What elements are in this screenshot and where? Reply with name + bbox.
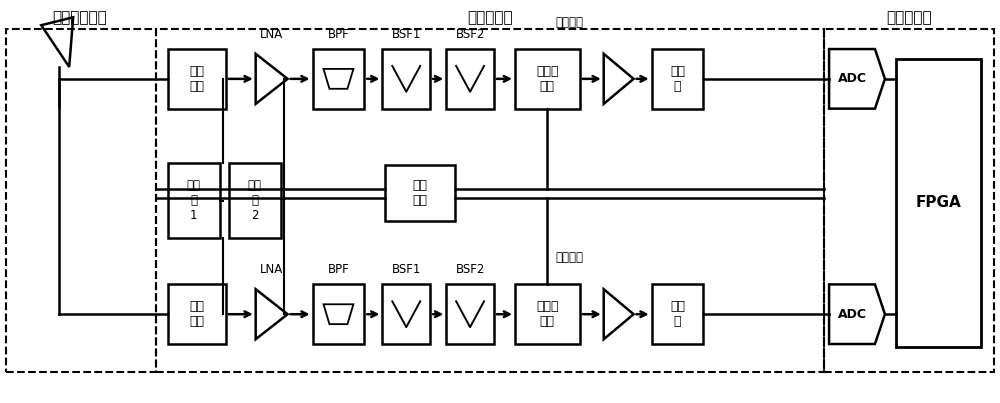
Bar [313, 285, 364, 344]
Bar [385, 165, 455, 221]
Polygon shape [829, 49, 885, 109]
Bar [6, 29, 156, 372]
Polygon shape [256, 54, 288, 104]
Text: 二级放大: 二级放大 [556, 16, 584, 29]
Text: BPF: BPF [328, 263, 349, 276]
Text: 二级放大: 二级放大 [556, 251, 584, 264]
Bar [652, 285, 703, 344]
Text: 噪声
源
1: 噪声 源 1 [187, 179, 201, 222]
Text: 限幅
器: 限幅 器 [670, 300, 685, 328]
Text: 噪声
源
2: 噪声 源 2 [248, 179, 262, 222]
Text: BSF2: BSF2 [455, 28, 485, 41]
Bar [168, 285, 226, 344]
Bar [515, 49, 580, 109]
Bar [313, 49, 364, 109]
Polygon shape [604, 289, 634, 339]
Bar [168, 49, 226, 109]
Text: 信号接收单元: 信号接收单元 [52, 10, 107, 25]
Text: 模拟接收机: 模拟接收机 [467, 10, 513, 25]
Text: 程控衰
减器: 程控衰 减器 [536, 65, 559, 93]
Text: 射频
开关: 射频 开关 [189, 300, 204, 328]
Text: 控制
电路: 控制 电路 [413, 179, 428, 207]
Bar [515, 285, 580, 344]
Bar [156, 29, 824, 372]
Bar [896, 59, 981, 347]
Text: LNA: LNA [260, 263, 283, 276]
Polygon shape [256, 289, 288, 339]
Polygon shape [604, 54, 634, 104]
Text: ADC: ADC [838, 73, 867, 85]
Bar [229, 163, 281, 238]
Bar [382, 49, 430, 109]
Bar [446, 285, 494, 344]
Text: ADC: ADC [838, 308, 867, 321]
Text: BSF1: BSF1 [392, 28, 421, 41]
Bar [382, 285, 430, 344]
Text: 射频
开关: 射频 开关 [189, 65, 204, 93]
Text: FPGA: FPGA [915, 195, 961, 210]
Text: BSF2: BSF2 [455, 263, 485, 276]
Bar [168, 163, 220, 238]
Bar [652, 49, 703, 109]
Text: 限幅
器: 限幅 器 [670, 65, 685, 93]
Text: BPF: BPF [328, 28, 349, 41]
Bar [446, 49, 494, 109]
Polygon shape [829, 285, 885, 344]
Bar [824, 29, 994, 372]
Text: LNA: LNA [260, 28, 283, 41]
Text: BSF1: BSF1 [392, 263, 421, 276]
Text: 程控衰
减器: 程控衰 减器 [536, 300, 559, 328]
Text: 数字接收机: 数字接收机 [886, 10, 932, 25]
